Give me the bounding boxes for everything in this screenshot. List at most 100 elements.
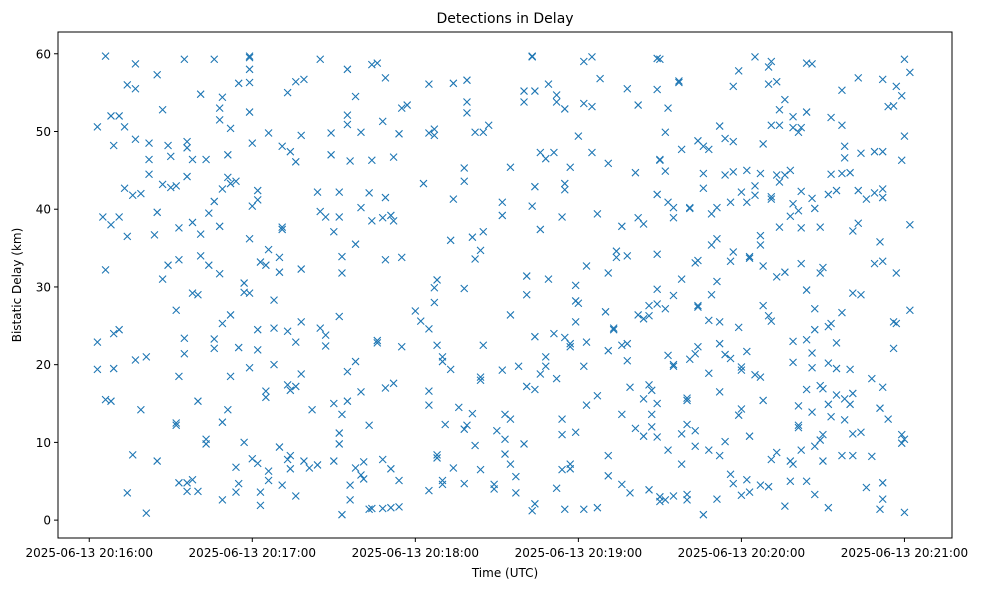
data-point-marker <box>308 405 316 414</box>
data-point-marker <box>397 253 406 262</box>
data-point-marker <box>158 105 167 114</box>
data-point-marker <box>683 420 691 429</box>
data-point-marker <box>653 190 662 199</box>
data-point-marker <box>802 108 811 116</box>
data-point-marker <box>802 477 811 486</box>
data-point-marker <box>867 452 876 461</box>
data-point-marker <box>751 191 759 200</box>
data-point-marker <box>338 510 346 519</box>
data-point-marker <box>359 457 368 466</box>
data-point-marker <box>446 365 455 374</box>
data-point-marker <box>832 391 841 399</box>
data-point-marker <box>93 365 102 374</box>
data-point-marker <box>824 400 833 409</box>
data-point-marker <box>655 497 664 506</box>
data-point-marker <box>234 479 243 488</box>
data-point-marker <box>107 220 115 229</box>
data-point-marker <box>253 346 262 354</box>
data-point-marker <box>196 251 205 260</box>
data-point-marker <box>867 374 876 383</box>
data-point-marker <box>297 318 306 326</box>
data-point-marker <box>291 338 300 347</box>
data-point-marker <box>463 108 471 117</box>
data-point-marker <box>677 429 686 438</box>
data-point-marker <box>846 400 854 409</box>
data-point-marker <box>715 451 724 460</box>
data-point-marker <box>677 275 686 284</box>
data-point-marker <box>745 432 754 441</box>
data-point-marker <box>145 139 153 148</box>
data-point-marker <box>232 177 240 186</box>
data-point-marker <box>158 180 167 189</box>
data-point-marker <box>827 170 835 179</box>
y-tick-label: 40 <box>36 203 51 217</box>
data-point-marker <box>579 99 588 108</box>
data-point-marker <box>395 129 403 138</box>
data-point-marker <box>278 225 287 234</box>
data-point-marker <box>115 325 124 334</box>
data-point-marker <box>878 478 887 487</box>
data-point-marker <box>574 299 583 308</box>
data-point-marker <box>367 60 376 69</box>
data-point-marker <box>270 324 278 333</box>
data-point-marker <box>694 303 702 312</box>
chart-title: Detections in Delay <box>436 11 573 27</box>
data-point-marker <box>694 256 702 265</box>
data-point-marker <box>767 195 776 204</box>
data-point-marker <box>645 311 653 320</box>
data-point-marker <box>476 373 485 381</box>
data-point-marker <box>142 509 151 518</box>
data-point-marker <box>704 446 713 455</box>
data-point-marker <box>460 177 469 186</box>
data-point-marker <box>639 220 648 228</box>
data-point-marker <box>476 376 485 385</box>
data-point-marker <box>878 257 887 266</box>
data-point-marker <box>878 185 887 193</box>
data-point-marker <box>645 301 653 310</box>
data-point-marker <box>897 430 906 439</box>
data-point-marker <box>897 91 906 100</box>
data-point-marker <box>639 314 648 323</box>
data-point-marker <box>381 73 390 82</box>
data-point-marker <box>210 197 219 206</box>
data-point-marker <box>726 198 735 207</box>
data-point-marker <box>699 184 708 193</box>
data-point-marker <box>742 166 751 175</box>
data-point-marker <box>120 122 129 131</box>
data-point-marker <box>878 193 887 202</box>
data-point-marker <box>261 261 270 270</box>
data-point-marker <box>593 209 602 218</box>
data-point-marker <box>300 457 308 465</box>
data-point-marker <box>335 440 344 448</box>
data-point-marker <box>183 487 191 496</box>
data-point-marker <box>780 268 789 277</box>
data-point-marker <box>683 396 691 405</box>
data-point-marker <box>878 75 887 84</box>
data-point-marker <box>601 307 610 316</box>
data-point-marker <box>150 230 159 239</box>
data-point-marker <box>183 478 191 487</box>
data-point-marker <box>232 488 240 497</box>
data-point-marker <box>897 156 906 165</box>
data-point-marker <box>454 403 463 412</box>
data-point-marker <box>905 306 914 315</box>
data-point-marker <box>786 212 795 221</box>
data-point-marker <box>675 78 683 87</box>
data-point-marker <box>669 203 678 212</box>
data-point-marker <box>278 223 287 231</box>
data-point-marker <box>579 362 588 371</box>
x-tick-label: 2025-06-13 20:20:00 <box>678 546 805 560</box>
data-point-marker <box>223 150 232 159</box>
data-point-marker <box>786 477 795 486</box>
data-point-marker <box>892 82 901 91</box>
data-point-marker <box>558 430 566 439</box>
data-point-marker <box>751 52 759 61</box>
data-point-marker <box>270 296 278 305</box>
data-point-marker <box>506 415 515 423</box>
data-point-marker <box>596 74 604 83</box>
data-point-marker <box>756 481 765 490</box>
data-point-marker <box>520 98 528 106</box>
data-point-marker <box>343 65 352 74</box>
data-point-marker <box>441 420 450 429</box>
data-point-marker <box>675 77 683 85</box>
